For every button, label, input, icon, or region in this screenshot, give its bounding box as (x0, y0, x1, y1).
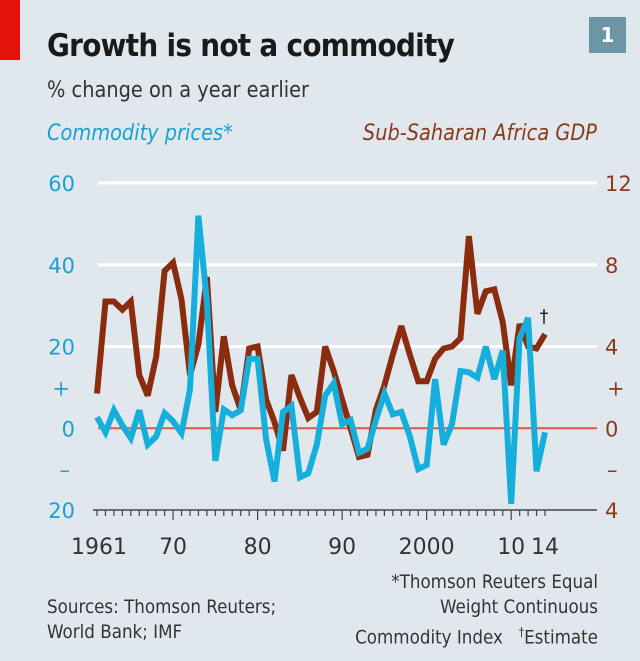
legend-commodity-prices: Commodity prices* (47, 121, 233, 146)
chart-number-badge: 1 (589, 17, 626, 53)
right-axis-tick-label: 4 (605, 336, 618, 360)
legend-ssa-gdp: Sub-Saharan Africa GDP (362, 121, 597, 146)
estimate-dagger-annotation: † (540, 306, 549, 327)
left-axis-tick-label: 0 (62, 417, 75, 441)
left-axis-tick-label: 40 (48, 254, 75, 278)
x-tick-label: 70 (159, 535, 187, 560)
x-tick-label: 10 (497, 535, 525, 560)
dagger-mark: † (518, 625, 525, 639)
left-axis-tick-label: – (60, 458, 71, 482)
chart-title: Growth is not a commodity (47, 28, 455, 64)
right-axis-tick-label: 4 (605, 499, 618, 523)
x-tick-label: 2000 (399, 535, 455, 560)
right-axis-tick-label: 12 (605, 172, 632, 196)
x-tick-label: 80 (244, 535, 272, 560)
right-axis-tick-label: 8 (605, 254, 618, 278)
right-axis-tick-label: – (607, 458, 618, 482)
ssa-gdp-line (94, 235, 548, 461)
x-tick-label: 14 (531, 535, 559, 560)
left-axis-tick-label: 20 (48, 499, 75, 523)
sources-line-2: World Bank; IMF (47, 621, 183, 643)
x-tick-label: 90 (328, 535, 356, 560)
footnote-line-3: Commodity Index †Estimate (355, 620, 598, 650)
left-axis-tick-label: 60 (48, 172, 75, 196)
footnote-line-2: Weight Continuous (439, 596, 598, 618)
sources-note: Sources: Thomson Reuters; World Bank; IM… (47, 595, 276, 645)
x-tick-label: 1961 (71, 535, 127, 560)
sources-line-1: Sources: Thomson Reuters; (47, 596, 277, 618)
chart-subtitle: % change on a year earlier (47, 78, 309, 103)
left-axis-tick-label: 20 (48, 336, 75, 360)
accent-bar (0, 0, 20, 60)
left-axis-tick-label: + (52, 376, 70, 400)
right-axis-tick-label: 0 (605, 417, 618, 441)
footnotes: *Thomson Reuters Equal Weight Continuous… (355, 570, 598, 650)
right-axis-tick-label: + (607, 376, 625, 400)
estimate-label: Estimate (524, 626, 598, 649)
commodity-prices-line (94, 215, 548, 505)
footnote-index-name: Commodity Index (355, 626, 503, 649)
footnote-line-1: *Thomson Reuters Equal (391, 571, 598, 593)
